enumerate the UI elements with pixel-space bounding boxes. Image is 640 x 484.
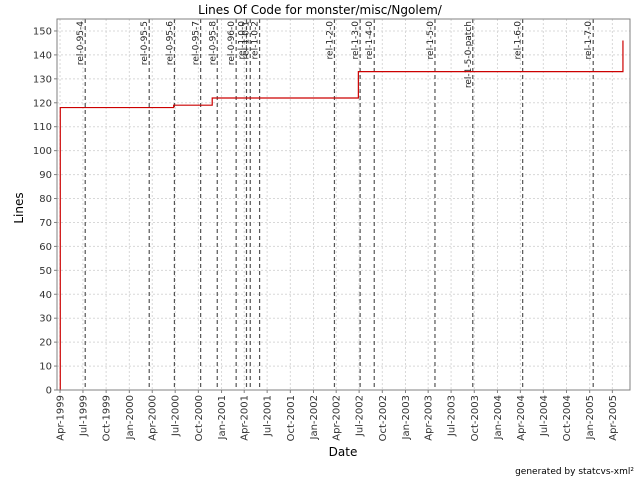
release-marker-label: rel-1-0-0: [237, 21, 247, 60]
y-tick-label: 50: [39, 266, 52, 277]
release-marker-label: rel-1-7-0: [584, 21, 594, 60]
x-tick-label: Jan-2005: [585, 395, 596, 440]
loc-series-line: [59, 40, 624, 391]
release-marker: rel-0-96-0: [227, 19, 237, 390]
y-tick-label: 60: [39, 242, 52, 253]
release-marker-label: rel-0-95-7: [192, 21, 202, 65]
release-marker-label: rel-1-5-0: [426, 21, 436, 60]
x-tick-label: Jul-2000: [171, 395, 182, 437]
y-axis-ticks: 0 10 20 30 40 50 60 70 80 90 100 110 120 130 140 150: [33, 26, 57, 397]
x-tick-label: Jan-2002: [309, 395, 320, 440]
x-axis-ticks: Apr-1999 Jul-1999 Oct-1999 Jan-2000 Apr-2000…: [56, 390, 619, 441]
release-marker: rel-0-95-4: [76, 19, 86, 390]
y-axis-title: Lines: [12, 192, 26, 223]
plot-frame: [56, 18, 631, 391]
y-tick-label: 150: [33, 26, 52, 37]
release-marker: rel-0-95-6: [165, 19, 175, 390]
release-marker: rel-1-4-0: [365, 19, 375, 390]
release-marker-label: rel-1-0-1: [241, 21, 251, 59]
y-tick-label: 70: [39, 218, 52, 229]
release-marker: rel-1-0-0: [237, 19, 247, 390]
release-marker-label: rel-0-95-6: [165, 21, 175, 65]
x-tick-label: Oct-2000: [194, 395, 205, 441]
y-tick-label: 10: [39, 362, 52, 373]
release-marker: rel-1-0-1: [241, 19, 251, 390]
x-tick-label: Apr-2004: [516, 395, 527, 441]
y-tick-label: 30: [39, 314, 52, 325]
y-tick-label: 20: [39, 338, 52, 349]
release-marker-label: rel-1-6-0: [514, 21, 524, 60]
x-tick-label: Jan-2003: [401, 395, 412, 440]
x-tick-label: Oct-1999: [102, 395, 113, 441]
y-tick-label: 130: [33, 74, 52, 85]
grid-layer: [57, 19, 630, 391]
x-axis-title: Date: [329, 445, 358, 459]
release-marker-label: rel-0-95-5: [140, 21, 150, 65]
release-marker-label: rel-1-2-0: [325, 21, 335, 60]
x-tick-label: Oct-2004: [562, 395, 573, 441]
release-marker: rel-0-95-8: [208, 19, 218, 390]
release-marker-label: rel-0-95-4: [76, 21, 86, 65]
y-tick-label: 90: [39, 170, 52, 181]
x-tick-label: Oct-2003: [470, 395, 481, 441]
x-tick-label: Jul-2003: [447, 395, 458, 437]
release-marker-label: rel-0-96-0: [227, 21, 237, 65]
release-marker-label: rel-1-0-2: [251, 21, 261, 59]
y-tick-label: 100: [33, 146, 52, 157]
release-marker: rel-0-95-7: [192, 19, 202, 390]
y-tick-label: 80: [39, 194, 52, 205]
x-tick-label: Jul-2002: [355, 395, 366, 437]
x-tick-label: Jul-2004: [539, 395, 550, 437]
x-tick-label: Jan-2001: [217, 395, 228, 440]
release-marker: rel-1-0-2: [251, 19, 261, 390]
x-tick-label: Oct-2002: [378, 395, 389, 441]
release-marker: rel-1-3-0: [351, 19, 361, 390]
release-marker-label: rel-0-95-8: [208, 21, 218, 65]
x-tick-label: Jan-2004: [493, 395, 504, 440]
x-tick-label: Apr-2001: [240, 395, 251, 441]
release-marker: rel-1-2-0: [325, 19, 335, 390]
x-tick-label: Jul-1999: [78, 395, 89, 437]
release-marker: rel-1-6-0: [514, 19, 524, 390]
release-markers: rel-0-95-4 rel-0-95-5 rel-0-95-6 rel-0-95-7…: [76, 19, 594, 390]
x-tick-label: Jan-2000: [125, 395, 136, 440]
x-tick-label: Apr-2005: [608, 395, 619, 441]
y-tick-label: 0: [46, 386, 52, 397]
chart-title: Lines Of Code for monster/misc/Ngolem/: [198, 3, 443, 17]
y-tick-label: 120: [33, 98, 52, 109]
generator-credit: generated by statcvs-xml²: [515, 467, 634, 477]
x-tick-label: Oct-2001: [286, 395, 297, 441]
release-marker: rel-1-7-0: [584, 19, 594, 390]
release-marker: rel-1-5-0-patch: [464, 19, 474, 390]
release-marker: rel-0-95-5: [140, 19, 150, 390]
x-tick-label: Jul-2001: [263, 395, 274, 437]
release-marker-label: rel-1-4-0: [365, 21, 375, 60]
release-marker-label: rel-1-5-0-patch: [464, 21, 474, 88]
x-tick-label: Apr-2003: [424, 395, 435, 441]
release-marker: rel-1-5-0: [426, 19, 436, 390]
x-tick-label: Apr-2002: [332, 395, 343, 441]
x-tick-label: Apr-2000: [148, 395, 159, 441]
y-tick-label: 40: [39, 290, 52, 301]
y-tick-label: 140: [33, 50, 52, 61]
y-tick-label: 110: [33, 122, 52, 133]
release-marker-label: rel-1-3-0: [351, 21, 361, 60]
series-layer: [59, 40, 624, 391]
x-tick-label: Apr-1999: [56, 395, 67, 441]
